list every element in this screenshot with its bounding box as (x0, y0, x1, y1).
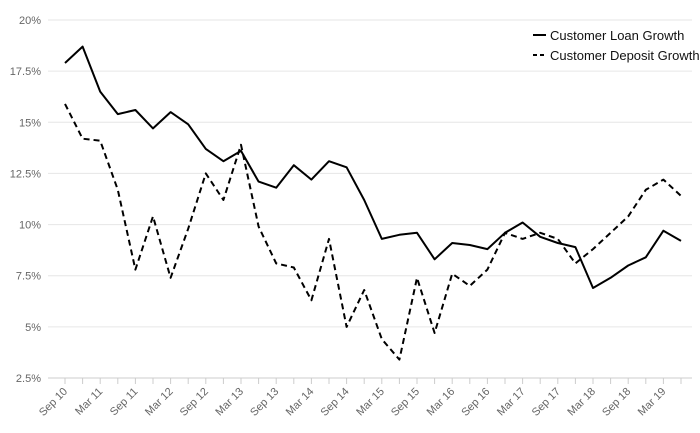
y-tick-label: 20% (19, 15, 41, 27)
y-tick-label: 10% (19, 220, 41, 232)
series-line-loan-growth (64, 45, 682, 289)
x-tick-label: Mar 15 (354, 386, 387, 419)
series (64, 45, 682, 361)
x-tick-label: Sep 10 (37, 386, 70, 419)
x-tick-label: Mar 12 (143, 386, 176, 419)
legend: Customer Loan Growth Customer Deposit Gr… (533, 28, 700, 63)
y-tick-label: 12.5% (10, 168, 41, 180)
x-tick-label: Sep 16 (459, 386, 492, 419)
x-tick-label: Mar 11 (73, 386, 105, 418)
series-line-deposit-growth (64, 103, 682, 361)
x-tick-label: Sep 18 (600, 386, 633, 419)
x-axis-ticks: Sep 10 Mar 11 Sep 11 Mar 12 Sep 12 Mar 13 Sep … (37, 378, 682, 419)
y-tick-label: 15% (19, 117, 41, 129)
x-tick-label: Mar 17 (495, 386, 528, 419)
y-tick-label: 7.5% (16, 271, 41, 283)
gridlines (48, 19, 692, 379)
y-tick-label: 17.5% (10, 66, 41, 78)
y-tick-label: 5% (25, 322, 41, 334)
x-tick-label: Sep 15 (389, 386, 422, 419)
legend-label-loan: Customer Loan Growth (550, 28, 684, 43)
y-axis-ticks: 2.5% 5% 7.5% 10% 12.5% 15% 17.5% 20% (10, 15, 41, 385)
x-tick-label: Mar 13 (213, 386, 246, 419)
x-tick-label: Sep 14 (319, 386, 352, 419)
x-tick-label: Mar 16 (425, 386, 458, 419)
legend-label-deposit: Customer Deposit Growth (550, 48, 700, 63)
x-tick-label: Mar 14 (284, 386, 317, 419)
x-tick-label: Sep 12 (178, 386, 211, 419)
x-tick-label: Mar 19 (636, 386, 669, 419)
y-tick-label: 2.5% (16, 373, 41, 385)
x-tick-label: Sep 17 (530, 386, 563, 419)
x-tick-label: Sep 11 (108, 386, 141, 419)
x-tick-label: Mar 18 (565, 386, 598, 419)
x-tick-label: Sep 13 (248, 386, 281, 419)
